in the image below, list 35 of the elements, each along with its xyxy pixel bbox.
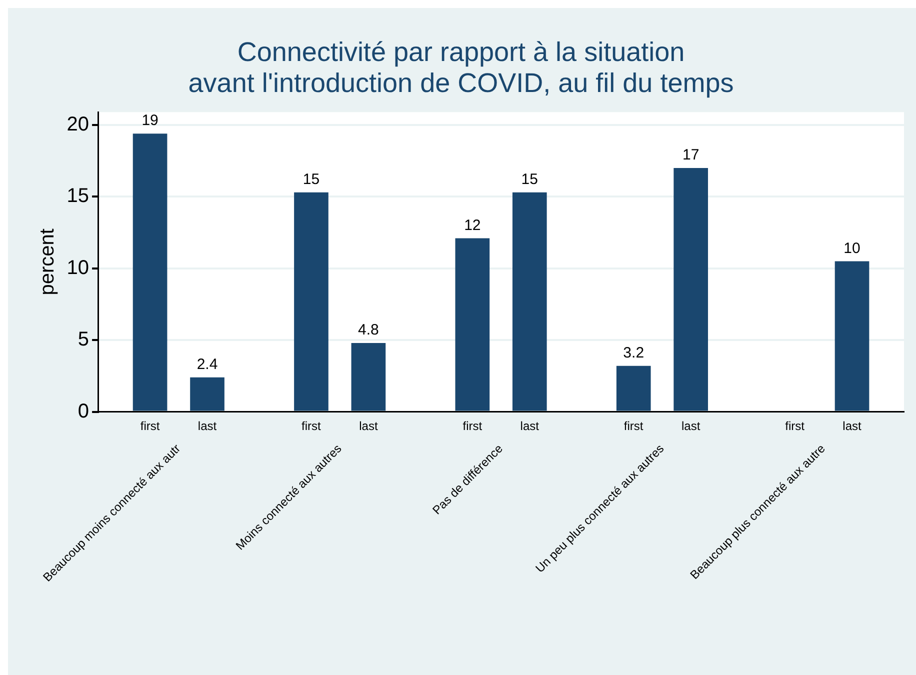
y-tick-label: 0 — [78, 400, 90, 422]
y-tick-label: 5 — [78, 328, 90, 351]
text: last — [520, 419, 539, 434]
text: first — [462, 419, 482, 434]
text: first — [785, 419, 804, 434]
text: last — [842, 419, 862, 434]
data-label: 12 — [464, 216, 481, 234]
bar — [351, 342, 386, 411]
series-label: first — [140, 419, 160, 434]
text: first — [302, 419, 321, 434]
chart-title: Connectivité par rapport à la situation avant l'introduction de COVID, au fil du temps — [188, 36, 734, 98]
data-label: 15 — [521, 171, 538, 188]
y-tick-label: 10 — [66, 256, 90, 279]
bar — [834, 261, 870, 411]
y-axis-title: percent — [36, 228, 58, 296]
data-label: 4.8 — [358, 322, 379, 339]
y-tick-label: 20 — [66, 114, 90, 136]
bar — [616, 366, 651, 411]
text: first — [624, 419, 644, 434]
bar — [674, 168, 708, 411]
bar — [455, 238, 490, 411]
text: last — [359, 419, 378, 434]
bar — [512, 192, 547, 411]
y-tick-label: 15 — [66, 185, 90, 208]
data-label: 3.2 — [623, 344, 644, 362]
data-label: 19 — [142, 112, 158, 130]
bar — [132, 134, 168, 411]
text: last — [681, 419, 700, 434]
data-label: 10 — [844, 240, 860, 257]
data-label: 2.4 — [196, 356, 218, 374]
data-label: 15 — [302, 171, 320, 188]
bar — [294, 192, 328, 411]
bar — [190, 377, 224, 411]
series-label: last — [198, 419, 218, 434]
data-label: 17 — [682, 146, 700, 164]
